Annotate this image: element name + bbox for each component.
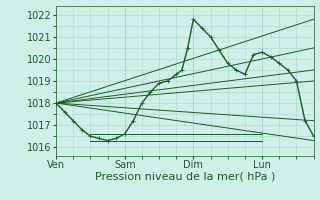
- X-axis label: Pression niveau de la mer( hPa ): Pression niveau de la mer( hPa ): [95, 172, 275, 182]
